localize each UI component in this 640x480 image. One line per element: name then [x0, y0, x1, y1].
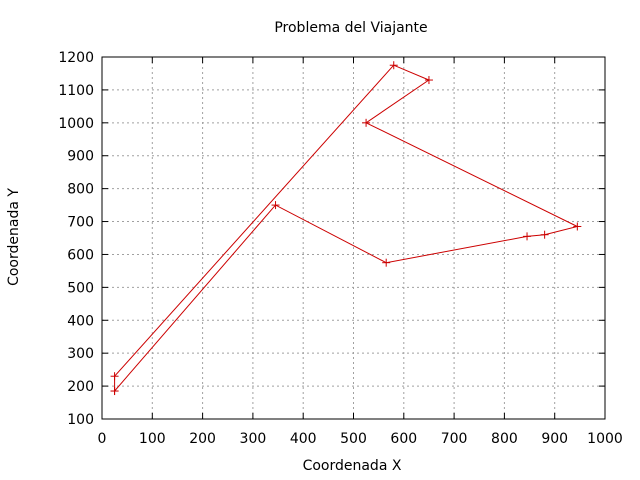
- y-tick-label: 1100: [58, 83, 94, 99]
- data-point: [573, 222, 582, 231]
- x-tick-label: 500: [340, 431, 367, 447]
- y-tick-label: 900: [67, 149, 94, 165]
- grid: [102, 57, 605, 419]
- y-tick-label: 500: [67, 280, 94, 296]
- x-tick-label: 1000: [587, 431, 623, 447]
- x-ticks: 0 100 200 300 400 500 600 700 800 900 1000: [98, 57, 623, 447]
- y-tick-label: 1200: [58, 50, 94, 66]
- data-point: [110, 387, 119, 396]
- y-tick-label: 200: [67, 379, 94, 395]
- x-tick-label: 100: [139, 431, 166, 447]
- data-point: [110, 372, 119, 381]
- x-tick-label: 400: [290, 431, 317, 447]
- y-tick-label: 300: [67, 346, 94, 362]
- x-tick-label: 700: [441, 431, 468, 447]
- route-line: [114, 64, 579, 392]
- x-tick-label: 600: [390, 431, 417, 447]
- chart-title: Problema del Viajante: [274, 20, 427, 36]
- x-tick-label: 800: [491, 431, 518, 447]
- x-tick-label: 200: [189, 431, 216, 447]
- x-tick-label: 900: [541, 431, 568, 447]
- data-point: [540, 230, 549, 239]
- y-ticks: 100 200 300 400 500 600 700 800 900 1000 1100 1200: [58, 50, 605, 428]
- x-tick-label: 300: [240, 431, 267, 447]
- x-tick-label: 0: [98, 431, 107, 447]
- x-axis-label: Coordenada X: [303, 458, 402, 474]
- y-tick-label: 600: [67, 247, 94, 263]
- data-point: [389, 61, 398, 70]
- data-point: [424, 76, 433, 85]
- series-route: [110, 61, 582, 396]
- y-tick-label: 1000: [58, 116, 94, 132]
- y-tick-label: 700: [67, 215, 94, 231]
- y-tick-label: 800: [67, 182, 94, 198]
- y-tick-label: 100: [67, 412, 94, 428]
- data-point: [271, 201, 280, 210]
- y-tick-label: 400: [67, 313, 94, 329]
- y-axis-label: Coordenada Y: [6, 188, 22, 286]
- data-point: [362, 118, 371, 127]
- data-point: [523, 232, 532, 241]
- data-point: [382, 258, 391, 267]
